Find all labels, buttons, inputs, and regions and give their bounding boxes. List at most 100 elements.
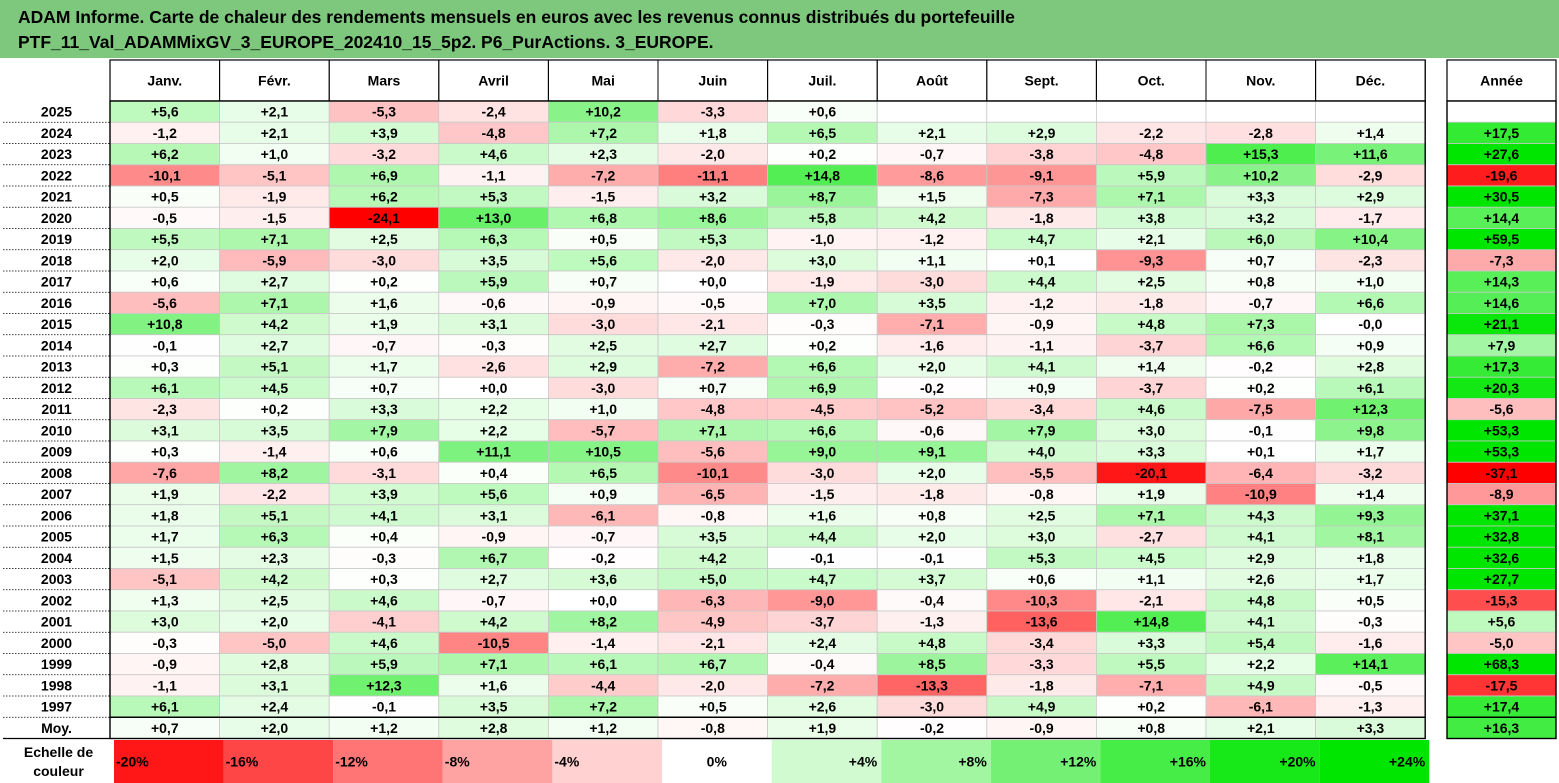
return-value: +1,5: [151, 550, 179, 566]
return-value: -0,1: [920, 550, 944, 566]
return-value: +1,1: [918, 252, 946, 268]
average-annual-value: +16,3: [1484, 720, 1520, 736]
scale-swatch: [1100, 740, 1210, 783]
return-value: -6,1: [591, 507, 615, 523]
return-value: +4,1: [1247, 529, 1275, 545]
return-value: +3,9: [370, 486, 398, 502]
return-value: -0,3: [372, 550, 396, 566]
return-value: +1,5: [918, 189, 946, 205]
return-value: +5,6: [589, 252, 617, 268]
return-value: +6,9: [370, 167, 398, 183]
return-value: -7,1: [1139, 677, 1163, 693]
return-value: +1,4: [1357, 486, 1385, 502]
return-value: -6,3: [701, 592, 725, 608]
return-value: +5,9: [370, 656, 398, 672]
annual-header-cell: [1446, 59, 1557, 102]
annual-value: +27,6: [1484, 146, 1520, 162]
return-value: +2,3: [589, 146, 617, 162]
return-value: -0,9: [153, 656, 177, 672]
return-value: -2,6: [482, 359, 506, 375]
return-value: -0,2: [591, 550, 615, 566]
return-value: +4,8: [918, 635, 946, 651]
scale-swatch: [442, 740, 553, 783]
return-value: +4,4: [809, 529, 837, 545]
return-value: +7,3: [1247, 316, 1275, 332]
average-value: -0,8: [701, 720, 725, 736]
return-value: -2,0: [701, 146, 725, 162]
return-value: +2,0: [918, 359, 946, 375]
month-header-label: Févr.: [258, 73, 291, 89]
return-value: +8,2: [261, 465, 289, 481]
annual-header-label: Année: [1480, 73, 1523, 89]
return-value: +3,3: [1137, 444, 1165, 460]
return-value: +3,5: [918, 295, 946, 311]
return-value: +6,3: [480, 231, 508, 247]
return-value: +2,9: [1028, 125, 1056, 141]
annual-value: -17,5: [1486, 677, 1518, 693]
return-value: +3,6: [589, 571, 617, 587]
return-value: +9,3: [1357, 507, 1385, 523]
month-header-label: Déc.: [1356, 73, 1386, 89]
return-value: +5,4: [1247, 635, 1275, 651]
return-value: +1,7: [1357, 571, 1385, 587]
return-value: +1,8: [1357, 550, 1385, 566]
return-value: +3,5: [699, 529, 727, 545]
month-header-label: Juil.: [808, 73, 836, 89]
return-value: +2,2: [480, 401, 508, 417]
year-label: 2005: [41, 529, 72, 545]
return-value: -0,2: [1249, 359, 1273, 375]
return-value: +10,2: [1243, 167, 1279, 183]
return-value: +6,7: [699, 656, 727, 672]
return-value: -3,7: [810, 614, 834, 630]
year-label: 2007: [41, 486, 72, 502]
annual-value: -5,0: [1489, 635, 1513, 651]
return-value: +1,0: [261, 146, 289, 162]
return-value: -2,4: [482, 104, 506, 120]
return-value: -7,2: [810, 677, 834, 693]
return-value: +3,0: [1137, 422, 1165, 438]
return-value: -3,0: [810, 465, 834, 481]
return-value: -0,7: [920, 146, 944, 162]
return-value: +3,5: [480, 699, 508, 715]
return-value: -7,6: [153, 465, 177, 481]
month-header-label: Août: [916, 73, 948, 89]
return-value: +2,4: [261, 699, 289, 715]
return-value: +0,5: [699, 699, 727, 715]
return-value: +6,0: [1247, 231, 1275, 247]
average-row-label: Moy.: [41, 720, 72, 736]
annual-value: -15,3: [1486, 592, 1518, 608]
return-value: -7,2: [591, 167, 615, 183]
annual-value: -19,6: [1486, 167, 1518, 183]
return-value: -5,6: [153, 295, 177, 311]
scale-label-line-2: couleur: [33, 763, 84, 779]
return-value: -0,1: [153, 337, 177, 353]
return-value: +7,2: [589, 125, 617, 141]
month-header-label: Juin: [698, 73, 727, 89]
return-value: +2,9: [589, 359, 617, 375]
return-value: -0,4: [810, 656, 834, 672]
return-value: -1,8: [1030, 677, 1054, 693]
return-value: -0,3: [810, 316, 834, 332]
return-value: +3,2: [1247, 210, 1275, 226]
return-value: -3,7: [1139, 380, 1163, 396]
year-label: 1998: [41, 677, 72, 693]
return-value: +8,2: [589, 614, 617, 630]
return-value: -1,9: [810, 274, 834, 290]
return-value: +10,4: [1353, 231, 1389, 247]
return-value: +14,1: [1353, 656, 1389, 672]
return-value: +4,1: [1028, 359, 1056, 375]
return-value: -0,9: [1030, 316, 1054, 332]
return-value: -0,5: [1358, 677, 1382, 693]
return-value: +0,3: [151, 359, 179, 375]
return-value: +9,0: [809, 444, 837, 460]
return-value: +2,0: [151, 252, 179, 268]
return-value: +7,1: [261, 295, 289, 311]
scale-swatch: [881, 740, 991, 783]
return-value: +4,5: [1137, 550, 1165, 566]
return-value: -5,6: [701, 444, 725, 460]
return-value: -0,0: [1358, 316, 1382, 332]
return-value: +0,2: [261, 401, 289, 417]
return-value: +1,4: [1357, 125, 1385, 141]
return-value: +5,1: [261, 359, 289, 375]
average-value: -0,9: [1030, 720, 1054, 736]
